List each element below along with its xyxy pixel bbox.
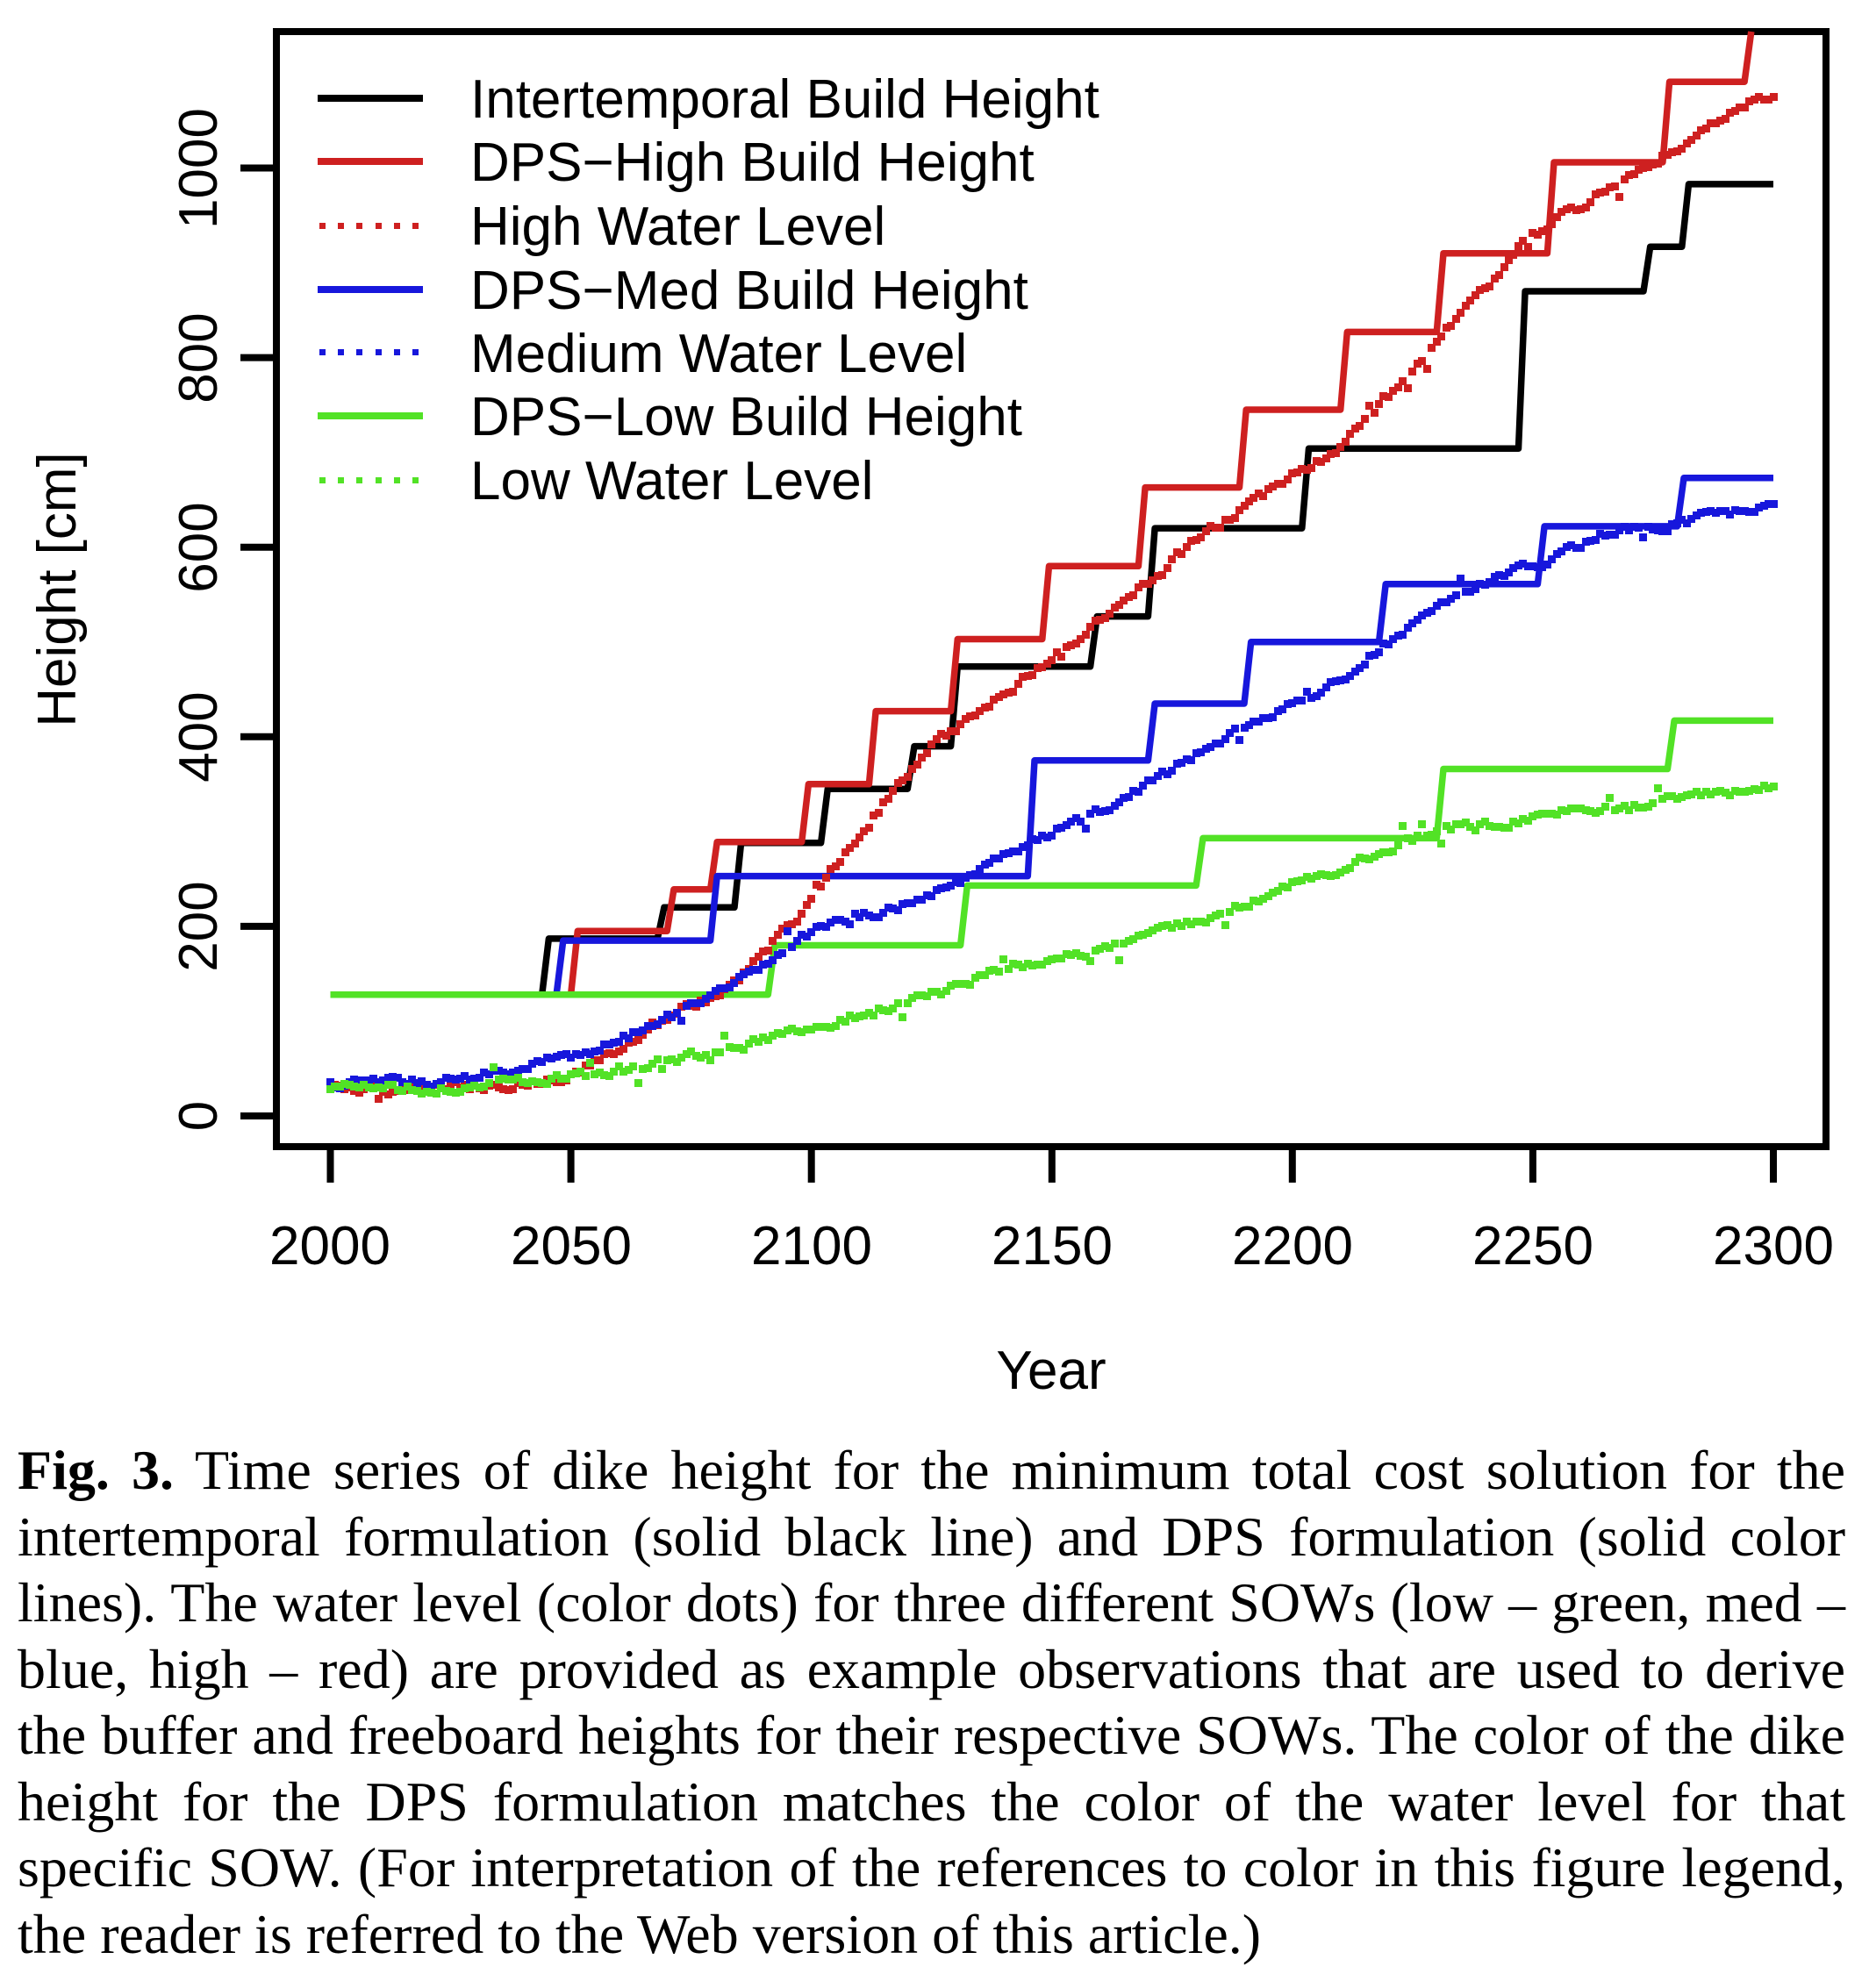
svg-text:Intertemporal Build Height: Intertemporal Build Height bbox=[470, 69, 1099, 130]
svg-text:2250: 2250 bbox=[1472, 1216, 1593, 1276]
svg-text:400: 400 bbox=[168, 691, 229, 782]
svg-text:2100: 2100 bbox=[751, 1216, 872, 1276]
svg-text:2150: 2150 bbox=[992, 1216, 1113, 1276]
svg-text:2300: 2300 bbox=[1713, 1216, 1834, 1276]
svg-text:DPS−Med Build Height: DPS−Med Build Height bbox=[470, 261, 1028, 321]
svg-text:Height [cm]: Height [cm] bbox=[27, 452, 88, 727]
svg-text:600: 600 bbox=[168, 502, 229, 592]
svg-text:Low Water Level: Low Water Level bbox=[470, 451, 873, 511]
svg-text:High Water Level: High Water Level bbox=[470, 197, 885, 257]
svg-text:1000: 1000 bbox=[168, 108, 229, 229]
svg-text:2000: 2000 bbox=[269, 1216, 390, 1276]
svg-text:DPS−High Build Height: DPS−High Build Height bbox=[470, 132, 1035, 193]
svg-text:2050: 2050 bbox=[511, 1216, 632, 1276]
svg-text:DPS−Low Build Height: DPS−Low Build Height bbox=[470, 387, 1022, 447]
svg-text:2200: 2200 bbox=[1232, 1216, 1353, 1276]
svg-text:Year: Year bbox=[996, 1341, 1106, 1401]
svg-text:0: 0 bbox=[168, 1101, 229, 1131]
svg-text:Medium Water Level: Medium Water Level bbox=[470, 324, 967, 384]
svg-text:200: 200 bbox=[168, 881, 229, 971]
svg-text:800: 800 bbox=[168, 312, 229, 403]
